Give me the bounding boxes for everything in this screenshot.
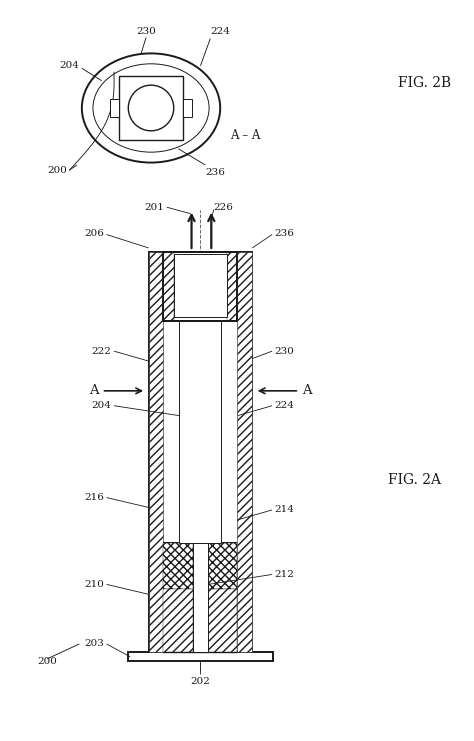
Bar (183, 99, 192, 117)
Text: 236: 236 (274, 228, 294, 238)
Bar (164, 252, 174, 322)
Ellipse shape (82, 53, 220, 162)
Bar (128, 652, 273, 661)
Text: 224: 224 (210, 27, 230, 36)
Text: 230: 230 (136, 27, 156, 36)
Text: 216: 216 (84, 493, 104, 502)
Text: 204: 204 (60, 62, 79, 70)
Bar (164, 543, 192, 589)
Text: 200: 200 (47, 165, 67, 175)
Text: A: A (302, 385, 311, 397)
Bar (164, 589, 192, 652)
Bar (164, 252, 237, 322)
Bar (209, 589, 237, 652)
Text: 200: 200 (37, 657, 57, 666)
Text: 230: 230 (274, 347, 294, 356)
Ellipse shape (128, 85, 174, 131)
Text: A – A: A – A (230, 129, 260, 142)
Text: 212: 212 (274, 570, 294, 579)
Text: 236: 236 (205, 167, 225, 176)
Text: 202: 202 (191, 677, 210, 685)
Text: 210: 210 (84, 580, 104, 589)
Bar (148, 252, 252, 652)
Text: 224: 224 (274, 401, 294, 411)
Text: 204: 204 (91, 401, 111, 411)
Text: FIG. 2B: FIG. 2B (398, 76, 451, 90)
Ellipse shape (93, 64, 209, 152)
Bar (209, 543, 237, 589)
Bar (174, 254, 227, 317)
Bar (148, 252, 164, 652)
Bar (119, 76, 183, 140)
Text: 214: 214 (274, 505, 294, 514)
Text: 222: 222 (91, 347, 111, 356)
Bar (180, 322, 221, 543)
Bar (227, 252, 237, 322)
Text: FIG. 2A: FIG. 2A (388, 473, 441, 487)
Text: A: A (90, 385, 99, 397)
Bar (110, 99, 119, 117)
Text: 203: 203 (84, 639, 104, 648)
Text: 206: 206 (84, 228, 104, 238)
Text: 226: 226 (214, 203, 234, 212)
Bar (192, 543, 209, 652)
Bar (237, 252, 252, 652)
Text: 201: 201 (145, 203, 164, 212)
